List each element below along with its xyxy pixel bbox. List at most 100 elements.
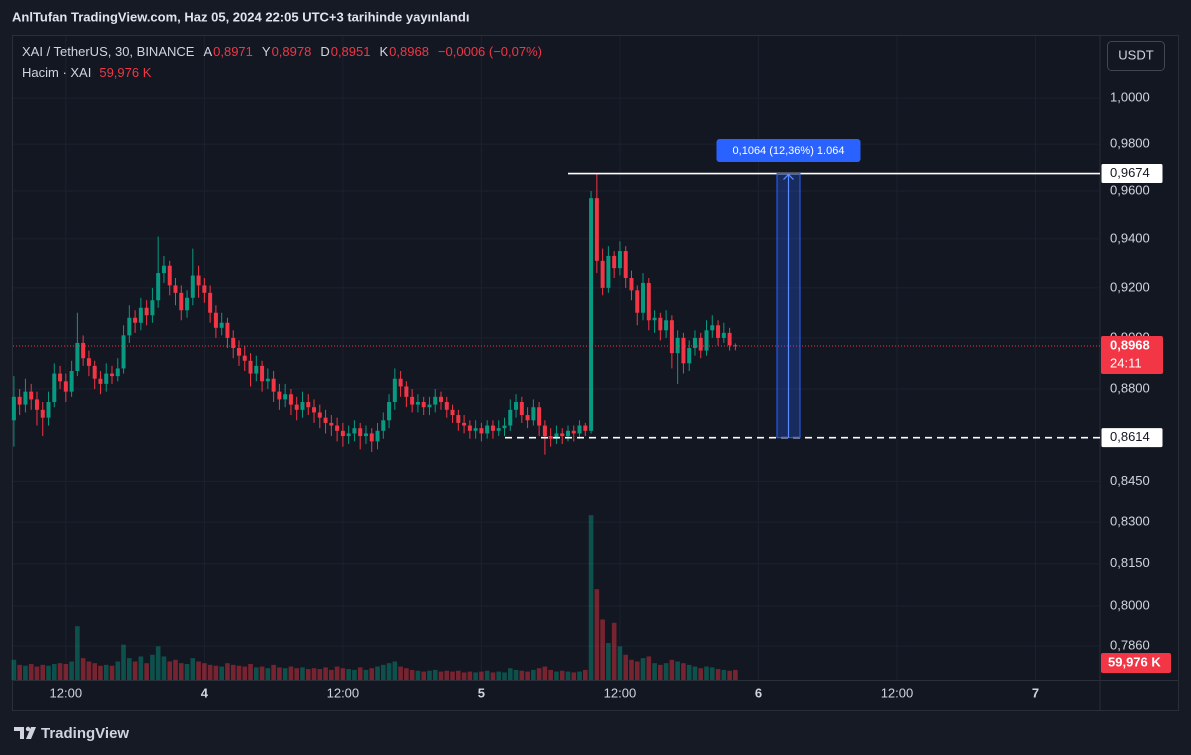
last-price-box <box>1101 335 1163 374</box>
candle-body <box>121 335 126 369</box>
volume-bar <box>202 663 207 680</box>
legend-value: 0,8951 <box>331 44 371 59</box>
candle-body <box>404 386 409 397</box>
volume-bar <box>138 656 144 680</box>
candle-body <box>641 282 646 313</box>
candle-body <box>236 348 241 356</box>
volume-bar <box>640 658 646 680</box>
candle-body <box>86 358 91 366</box>
candle-body <box>312 407 317 413</box>
brand-logo <box>14 726 36 739</box>
volume-bar <box>219 666 224 680</box>
volume-bar <box>63 664 69 680</box>
candle-body <box>681 337 686 364</box>
candle-body <box>548 436 553 439</box>
volume-bar <box>40 664 46 680</box>
volume-bar <box>398 666 403 680</box>
volume-bar <box>23 665 28 680</box>
candle-body <box>340 430 345 437</box>
candle-body <box>462 422 467 426</box>
legend-key: K <box>379 44 388 59</box>
candle-body <box>110 373 115 377</box>
volume-bar <box>121 644 126 680</box>
volume-legend: Hacim · XAI 59,976 K <box>22 65 152 80</box>
candle-body <box>433 396 438 405</box>
volume-bar <box>432 669 438 680</box>
volume-bar <box>150 654 155 680</box>
volume-bar <box>709 667 715 680</box>
volume-bar <box>34 666 40 680</box>
volume-bar <box>600 619 605 680</box>
legend-value: 0,8978 <box>272 44 312 59</box>
last-price-label: 0,8968 <box>1110 337 1150 352</box>
volume-bar <box>571 672 577 680</box>
volume-bar <box>248 664 253 680</box>
volume-bar <box>98 665 103 680</box>
volume-bar <box>167 661 173 680</box>
candle-body <box>727 332 732 346</box>
candle-body <box>381 420 386 431</box>
candle-body <box>733 345 738 347</box>
volume-bar <box>323 667 328 680</box>
y-tick-label: 0,8450 <box>1110 473 1150 488</box>
x-tick-label: 12:00 <box>50 685 83 700</box>
volume-bar <box>288 666 294 680</box>
candle-body <box>508 409 513 426</box>
volume-bar <box>681 663 686 680</box>
volume-bar <box>127 658 132 680</box>
volume-bar <box>225 663 230 680</box>
candle-body <box>704 330 709 351</box>
currency-button[interactable] <box>1107 41 1165 71</box>
volume-bar <box>456 670 461 680</box>
candle-body <box>323 417 328 423</box>
candle-body <box>138 307 143 323</box>
volume-bar <box>311 668 317 680</box>
candle-body <box>271 378 276 392</box>
y-tick-label: 0,9200 <box>1110 279 1150 294</box>
level-label: 0,9674 <box>1110 165 1150 180</box>
volume-bar <box>606 643 611 680</box>
legend-symbol: XAI / TetherUS, 30, BINANCE <box>22 44 195 59</box>
candle-body <box>664 320 669 331</box>
candle-body <box>387 402 392 421</box>
y-tick-label: 0,8000 <box>1110 597 1150 612</box>
volume-bar <box>144 663 149 680</box>
y-tick-label: 0,7860 <box>1110 638 1150 653</box>
volume-bar <box>663 663 669 680</box>
volume-bar <box>317 669 323 680</box>
candle-body <box>519 402 524 416</box>
candle-body <box>554 433 559 439</box>
volume-bar <box>559 670 565 680</box>
candle-body <box>710 325 715 331</box>
volume-bar <box>346 669 351 680</box>
volume-bar <box>329 669 334 680</box>
candle-body <box>542 425 547 437</box>
legend-value: 0,8968 <box>389 44 429 59</box>
volume-bar <box>259 666 265 680</box>
volume-bar <box>92 663 97 680</box>
candle-body <box>306 402 311 408</box>
volume-bar <box>28 664 34 680</box>
volume-bar <box>507 668 513 680</box>
candle-body <box>29 391 34 400</box>
candle-body <box>329 422 334 426</box>
volume-bar <box>386 663 392 680</box>
candle-body <box>265 378 270 382</box>
volume-bar <box>242 666 248 680</box>
candle-body <box>40 409 45 418</box>
volume-bar <box>721 669 727 680</box>
volume-bar <box>375 666 380 680</box>
x-tick-label: 5 <box>478 685 485 700</box>
candle-body <box>658 317 663 331</box>
candle-body <box>612 255 617 269</box>
currency-label: USDT <box>1118 47 1153 62</box>
volume-bar <box>617 646 623 680</box>
volume-bar <box>271 664 276 680</box>
volume-bar <box>415 670 421 680</box>
candle-body <box>473 428 478 431</box>
logo-slash <box>26 727 36 739</box>
candle-body <box>277 391 282 400</box>
volume-bar <box>115 661 121 680</box>
candle-body <box>17 396 22 405</box>
